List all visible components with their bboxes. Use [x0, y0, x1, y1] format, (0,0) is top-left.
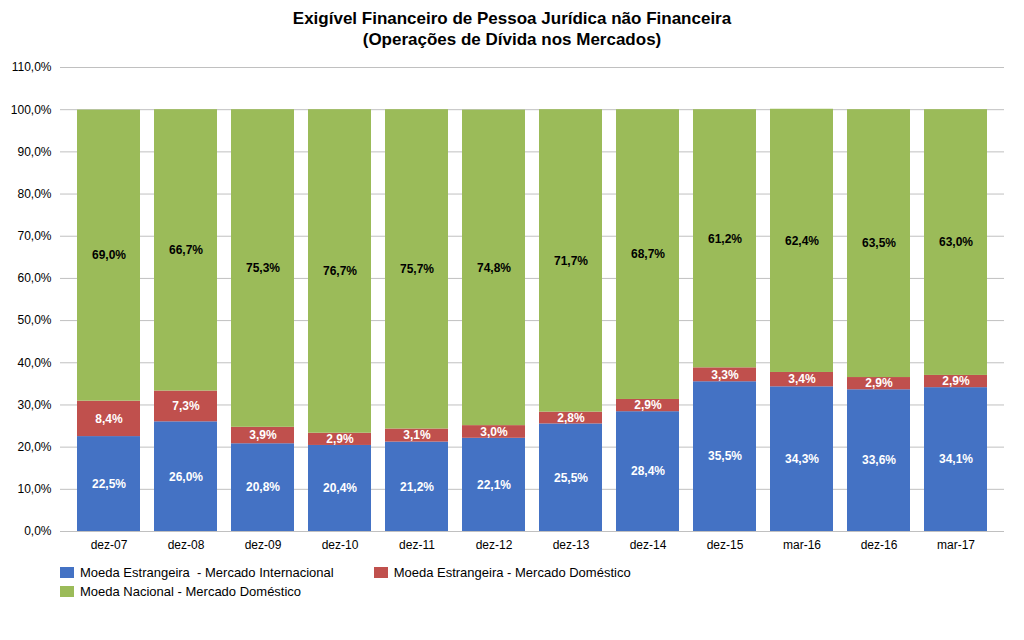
svg-text:dez-16: dez-16: [861, 538, 898, 552]
svg-text:dez-11: dez-11: [399, 538, 435, 552]
svg-text:22,1%: 22,1%: [477, 477, 511, 491]
html-text:Exigível Financeiro de Pessoa: Exigível Financeiro de Pessoa Jurídica n…: [292, 9, 732, 28]
html-text:Moeda Estrangeira - Mercado In: Moeda Estrangeira - Mercado Internaciona…: [80, 564, 334, 580]
html-text:(Operações de Dívida nos Merca: (Operações de Dívida nos Mercados): [362, 30, 662, 50]
svg-text:3,0%: 3,0%: [480, 424, 508, 438]
svg-text:2,9%: 2,9%: [634, 398, 662, 412]
svg-text:2,9%: 2,9%: [942, 374, 970, 388]
svg-text:20,4%: 20,4%: [323, 481, 357, 495]
svg-text:2,9%: 2,9%: [326, 432, 354, 446]
svg-text:50,0%: 50,0%: [17, 313, 51, 327]
svg-text:35,5%: 35,5%: [708, 449, 742, 463]
svg-text:21,2%: 21,2%: [400, 479, 434, 493]
svg-text:60,0%: 60,0%: [17, 271, 51, 285]
svg-text:20,8%: 20,8%: [246, 480, 280, 494]
svg-text:10,0%: 10,0%: [17, 482, 51, 496]
html-text:Moeda Nacional - Mercado Domés: Moeda Nacional - Mercado Doméstico: [80, 583, 302, 599]
svg-text:3,1%: 3,1%: [403, 428, 431, 442]
svg-text:76,7%: 76,7%: [323, 264, 357, 278]
html-text:Moeda Estrangeira - Mercado Do: Moeda Estrangeira - Mercado Doméstico: [393, 564, 631, 580]
svg-text:90,0%: 90,0%: [17, 144, 51, 158]
svg-text:25,5%: 25,5%: [554, 470, 588, 484]
svg-text:dez-09: dez-09: [245, 538, 282, 552]
svg-text:0,0%: 0,0%: [24, 524, 52, 538]
svg-text:30,0%: 30,0%: [17, 397, 51, 411]
svg-text:3,4%: 3,4%: [788, 372, 816, 386]
svg-text:dez-14: dez-14: [630, 538, 667, 552]
svg-text:61,2%: 61,2%: [708, 231, 742, 245]
svg-text:34,3%: 34,3%: [785, 451, 819, 465]
svg-text:70,0%: 70,0%: [17, 229, 51, 243]
svg-text:28,4%: 28,4%: [631, 464, 665, 478]
svg-text:75,3%: 75,3%: [246, 261, 280, 275]
svg-text:40,0%: 40,0%: [17, 355, 51, 369]
svg-text:74,8%: 74,8%: [477, 260, 511, 274]
svg-text:62,4%: 62,4%: [785, 233, 819, 247]
svg-text:dez-08: dez-08: [168, 538, 205, 552]
svg-text:mar-16: mar-16: [783, 538, 821, 552]
svg-text:80,0%: 80,0%: [17, 186, 51, 200]
svg-text:dez-10: dez-10: [322, 538, 359, 552]
svg-text:dez-07: dez-07: [91, 538, 128, 552]
svg-text:110,0%: 110,0%: [12, 60, 52, 74]
svg-text:dez-13: dez-13: [553, 538, 590, 552]
svg-text:mar-17: mar-17: [937, 538, 975, 552]
svg-text:100,0%: 100,0%: [11, 102, 52, 116]
svg-text:2,9%: 2,9%: [865, 376, 893, 390]
svg-text:3,3%: 3,3%: [711, 367, 739, 381]
svg-text:71,7%: 71,7%: [554, 253, 588, 267]
svg-text:69,0%: 69,0%: [92, 248, 126, 262]
svg-text:63,5%: 63,5%: [862, 236, 896, 250]
svg-text:63,0%: 63,0%: [939, 235, 973, 249]
svg-text:66,7%: 66,7%: [169, 243, 203, 257]
svg-text:26,0%: 26,0%: [169, 469, 203, 483]
svg-text:8,4%: 8,4%: [95, 411, 123, 425]
svg-text:7,3%: 7,3%: [172, 399, 200, 413]
svg-text:dez-15: dez-15: [707, 538, 744, 552]
svg-text:75,7%: 75,7%: [400, 262, 434, 276]
svg-text:3,9%: 3,9%: [249, 428, 277, 442]
svg-text:34,1%: 34,1%: [939, 452, 973, 466]
svg-text:33,6%: 33,6%: [862, 453, 896, 467]
svg-text:20,0%: 20,0%: [17, 439, 51, 453]
svg-text:2,8%: 2,8%: [557, 410, 585, 424]
svg-text:68,7%: 68,7%: [631, 247, 665, 261]
svg-text:22,5%: 22,5%: [92, 476, 126, 490]
svg-text:dez-12: dez-12: [476, 538, 513, 552]
